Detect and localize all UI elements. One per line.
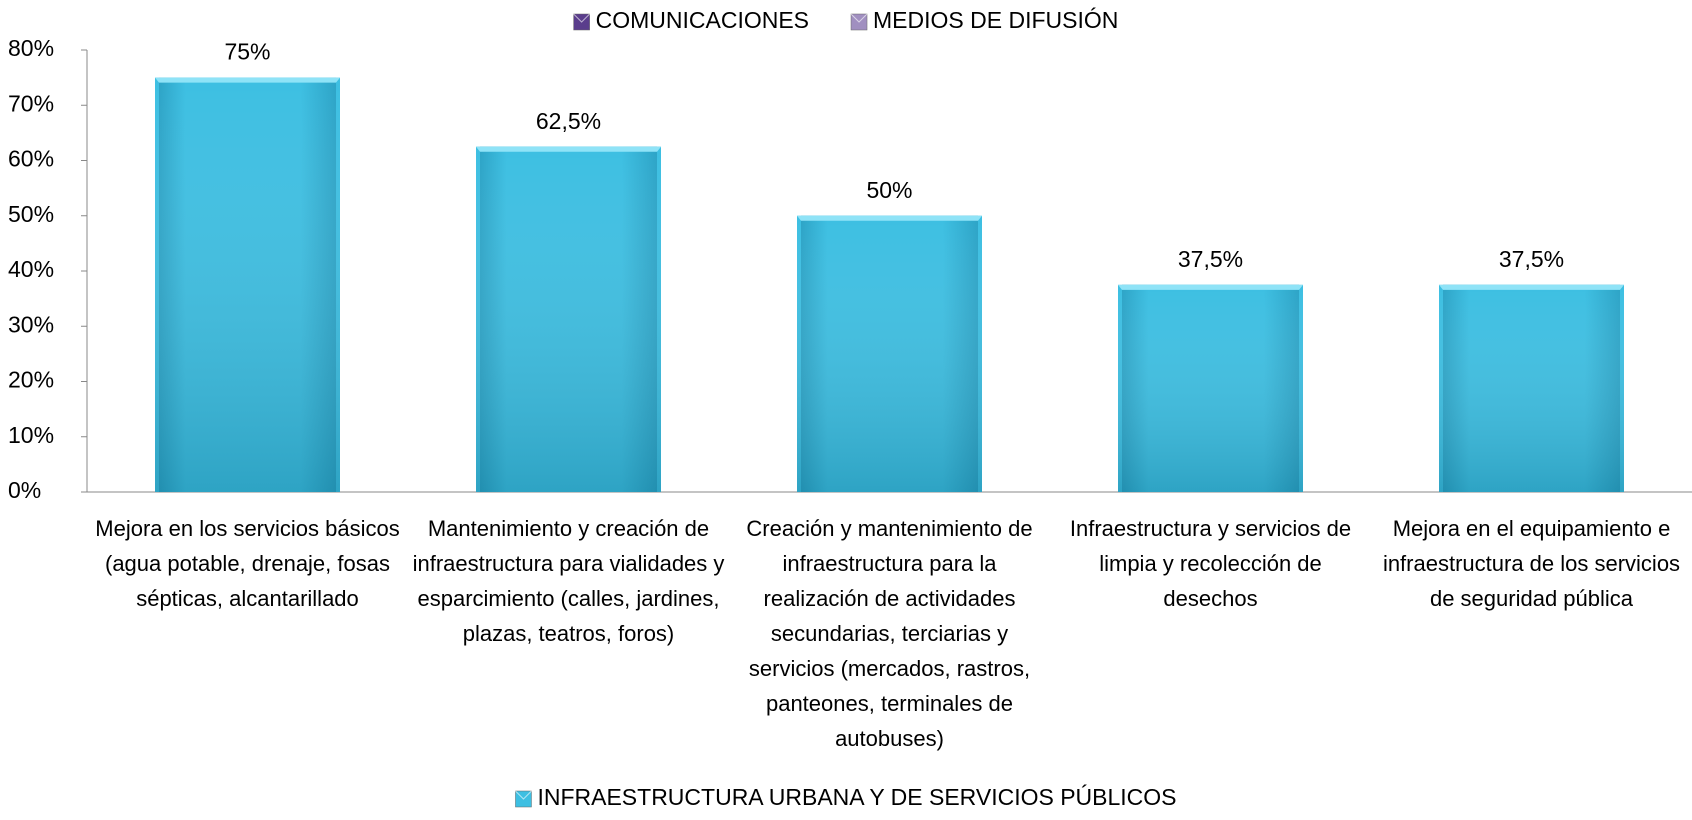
y-tick-label: 20% xyxy=(8,367,54,393)
bar-shade xyxy=(1439,284,1624,492)
y-tick-label: 10% xyxy=(8,422,54,448)
bar-shade xyxy=(476,146,661,492)
legend-label: INFRAESTRUCTURA URBANA Y DE SERVICIOS PÚ… xyxy=(537,784,1176,810)
y-tick-label: 0% xyxy=(8,477,41,503)
bar-top xyxy=(476,146,661,152)
value-label: 37,5% xyxy=(1178,246,1243,272)
legend-swatch-bevel xyxy=(573,13,590,23)
x-tick-label: Creación y mantenimiento de infraestruct… xyxy=(746,516,1033,751)
legend-swatch-bevel xyxy=(850,13,868,23)
x-tick-label: Mejora en el equipamiento e infraestruct… xyxy=(1382,516,1681,611)
value-label: 37,5% xyxy=(1499,246,1564,272)
y-tick-label: 50% xyxy=(8,201,54,227)
value-label: 62,5% xyxy=(536,108,601,134)
x-tick-label: Infraestructura y servicios de limpia y … xyxy=(1069,516,1352,611)
bar-top xyxy=(797,215,982,221)
bar-top xyxy=(1118,284,1303,290)
bar-shade xyxy=(1118,284,1303,492)
y-tick-label: 70% xyxy=(8,90,54,116)
legend-label: MEDIOS DE DIFUSIÓN xyxy=(873,7,1118,33)
y-tick-label: 40% xyxy=(8,256,54,282)
y-tick-label: 80% xyxy=(8,35,54,61)
bar-top xyxy=(155,77,340,83)
bar-shade xyxy=(797,215,982,492)
x-tick-label: Mejora en los servicios básicos (agua po… xyxy=(95,516,400,611)
y-tick-label: 60% xyxy=(8,146,54,172)
bar-top xyxy=(1439,284,1624,290)
x-tick-label: Mantenimiento y creación de infraestruct… xyxy=(412,516,725,646)
legend-swatch-bevel xyxy=(515,790,532,800)
legend-label: COMUNICACIONES xyxy=(596,7,809,33)
value-label: 75% xyxy=(224,39,270,65)
bar-shade xyxy=(155,77,340,492)
y-tick-label: 30% xyxy=(8,311,54,337)
value-label: 50% xyxy=(866,177,912,203)
